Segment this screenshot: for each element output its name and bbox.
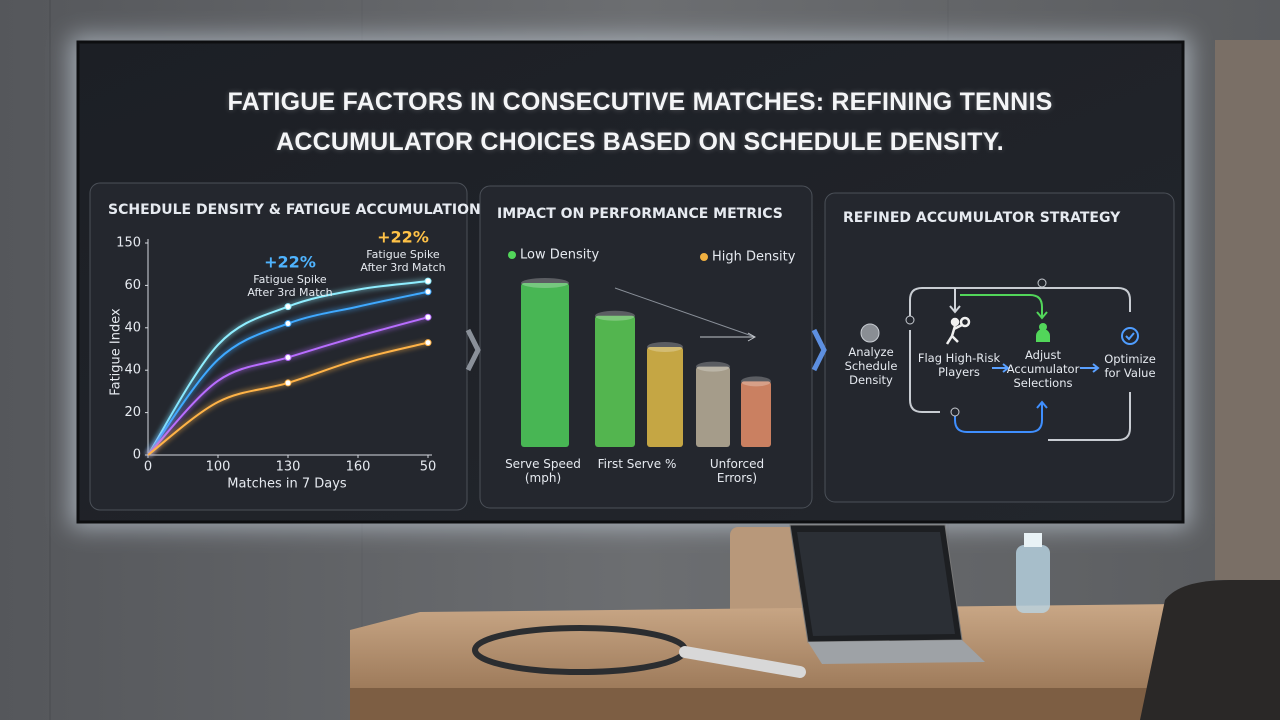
panel-title: IMPACT ON PERFORMANCE METRICS bbox=[497, 206, 783, 222]
flow-dot bbox=[1037, 278, 1047, 288]
point bbox=[424, 339, 432, 347]
node-icon bbox=[1125, 332, 1135, 341]
legend-label: High Density bbox=[712, 250, 796, 265]
chevron bbox=[465, 328, 481, 372]
x-tick-label: 50 bbox=[420, 460, 437, 475]
flow-dot bbox=[905, 315, 915, 325]
flow-node: Optimize for Value bbox=[1104, 352, 1156, 380]
point bbox=[284, 353, 292, 361]
point bbox=[284, 303, 292, 311]
node-icon bbox=[1039, 323, 1047, 331]
panel-title: SCHEDULE DENSITY & FATIGUE ACCUMULATION bbox=[108, 202, 481, 218]
screen-title: FATIGUE FACTORS IN CONSECUTIVE MATCHES: … bbox=[227, 88, 1053, 156]
laptop-base bbox=[808, 640, 985, 664]
chair bbox=[1140, 580, 1280, 720]
door bbox=[1215, 40, 1280, 580]
panel-title: REFINED ACCUMULATOR STRATEGY bbox=[843, 210, 1121, 226]
bar bbox=[741, 381, 771, 447]
x-tick-label: First Serve % bbox=[597, 457, 677, 471]
flow-node: Adjust Accumulator Selections bbox=[1006, 348, 1080, 390]
annotation: +22% bbox=[264, 253, 316, 272]
y-axis-label: Fatigue Index bbox=[109, 308, 124, 396]
y-tick-label: 20 bbox=[124, 405, 141, 420]
flow-dot bbox=[950, 407, 960, 417]
x-tick-label: 160 bbox=[346, 460, 371, 475]
legend-swatch bbox=[508, 251, 516, 259]
flow-node: Analyze Schedule Density bbox=[844, 345, 898, 387]
x-tick-label: Unforced Errors) bbox=[709, 457, 765, 485]
y-tick-label: 40 bbox=[124, 363, 141, 378]
point bbox=[284, 379, 292, 387]
bar-cap bbox=[696, 361, 730, 372]
node-icon bbox=[1036, 329, 1050, 342]
point bbox=[424, 288, 432, 296]
point bbox=[424, 277, 432, 285]
bar-cap bbox=[595, 310, 635, 321]
x-axis-label: Matches in 7 Days bbox=[227, 477, 347, 492]
x-tick-label: 100 bbox=[206, 460, 231, 475]
bar bbox=[521, 283, 569, 447]
series-line bbox=[147, 280, 429, 456]
annotation-note: Fatigue Spike After 3rd Match bbox=[360, 248, 446, 274]
flow-node: Flag High-Risk Players bbox=[917, 351, 1001, 379]
y-tick-label: 60 bbox=[124, 278, 141, 293]
racket-handle bbox=[679, 646, 806, 678]
bar bbox=[595, 315, 635, 447]
node-icon bbox=[860, 323, 880, 343]
chevron bbox=[811, 328, 827, 372]
annotation: +22% bbox=[377, 228, 429, 247]
y-tick-label: 40 bbox=[124, 320, 141, 335]
trend-arrow bbox=[614, 287, 756, 338]
trend-arrow bbox=[700, 332, 757, 342]
bar bbox=[647, 346, 683, 447]
laptop-display bbox=[797, 532, 955, 636]
x-tick-label: 0 bbox=[144, 460, 152, 475]
desk-edge bbox=[350, 688, 1180, 720]
annotation-note: Fatigue Spike After 3rd Match bbox=[247, 273, 333, 299]
flow-arrows bbox=[909, 287, 1131, 441]
x-tick-label: Serve Speed (mph) bbox=[505, 457, 581, 485]
legend-label: Low Density bbox=[520, 248, 599, 263]
y-tick-label: 150 bbox=[116, 236, 141, 251]
bar-cap bbox=[647, 341, 683, 352]
x-tick-label: 130 bbox=[276, 460, 301, 475]
bottle-cap bbox=[1024, 533, 1042, 547]
y-tick-label: 0 bbox=[133, 448, 141, 463]
point bbox=[284, 320, 292, 328]
bar bbox=[696, 366, 730, 447]
point bbox=[424, 313, 432, 321]
legend-swatch bbox=[700, 253, 708, 261]
bar-cap bbox=[741, 376, 771, 387]
node-icon bbox=[945, 316, 971, 345]
node-icon bbox=[1121, 327, 1139, 345]
bottle bbox=[1016, 545, 1050, 613]
bar-cap bbox=[521, 278, 569, 288]
